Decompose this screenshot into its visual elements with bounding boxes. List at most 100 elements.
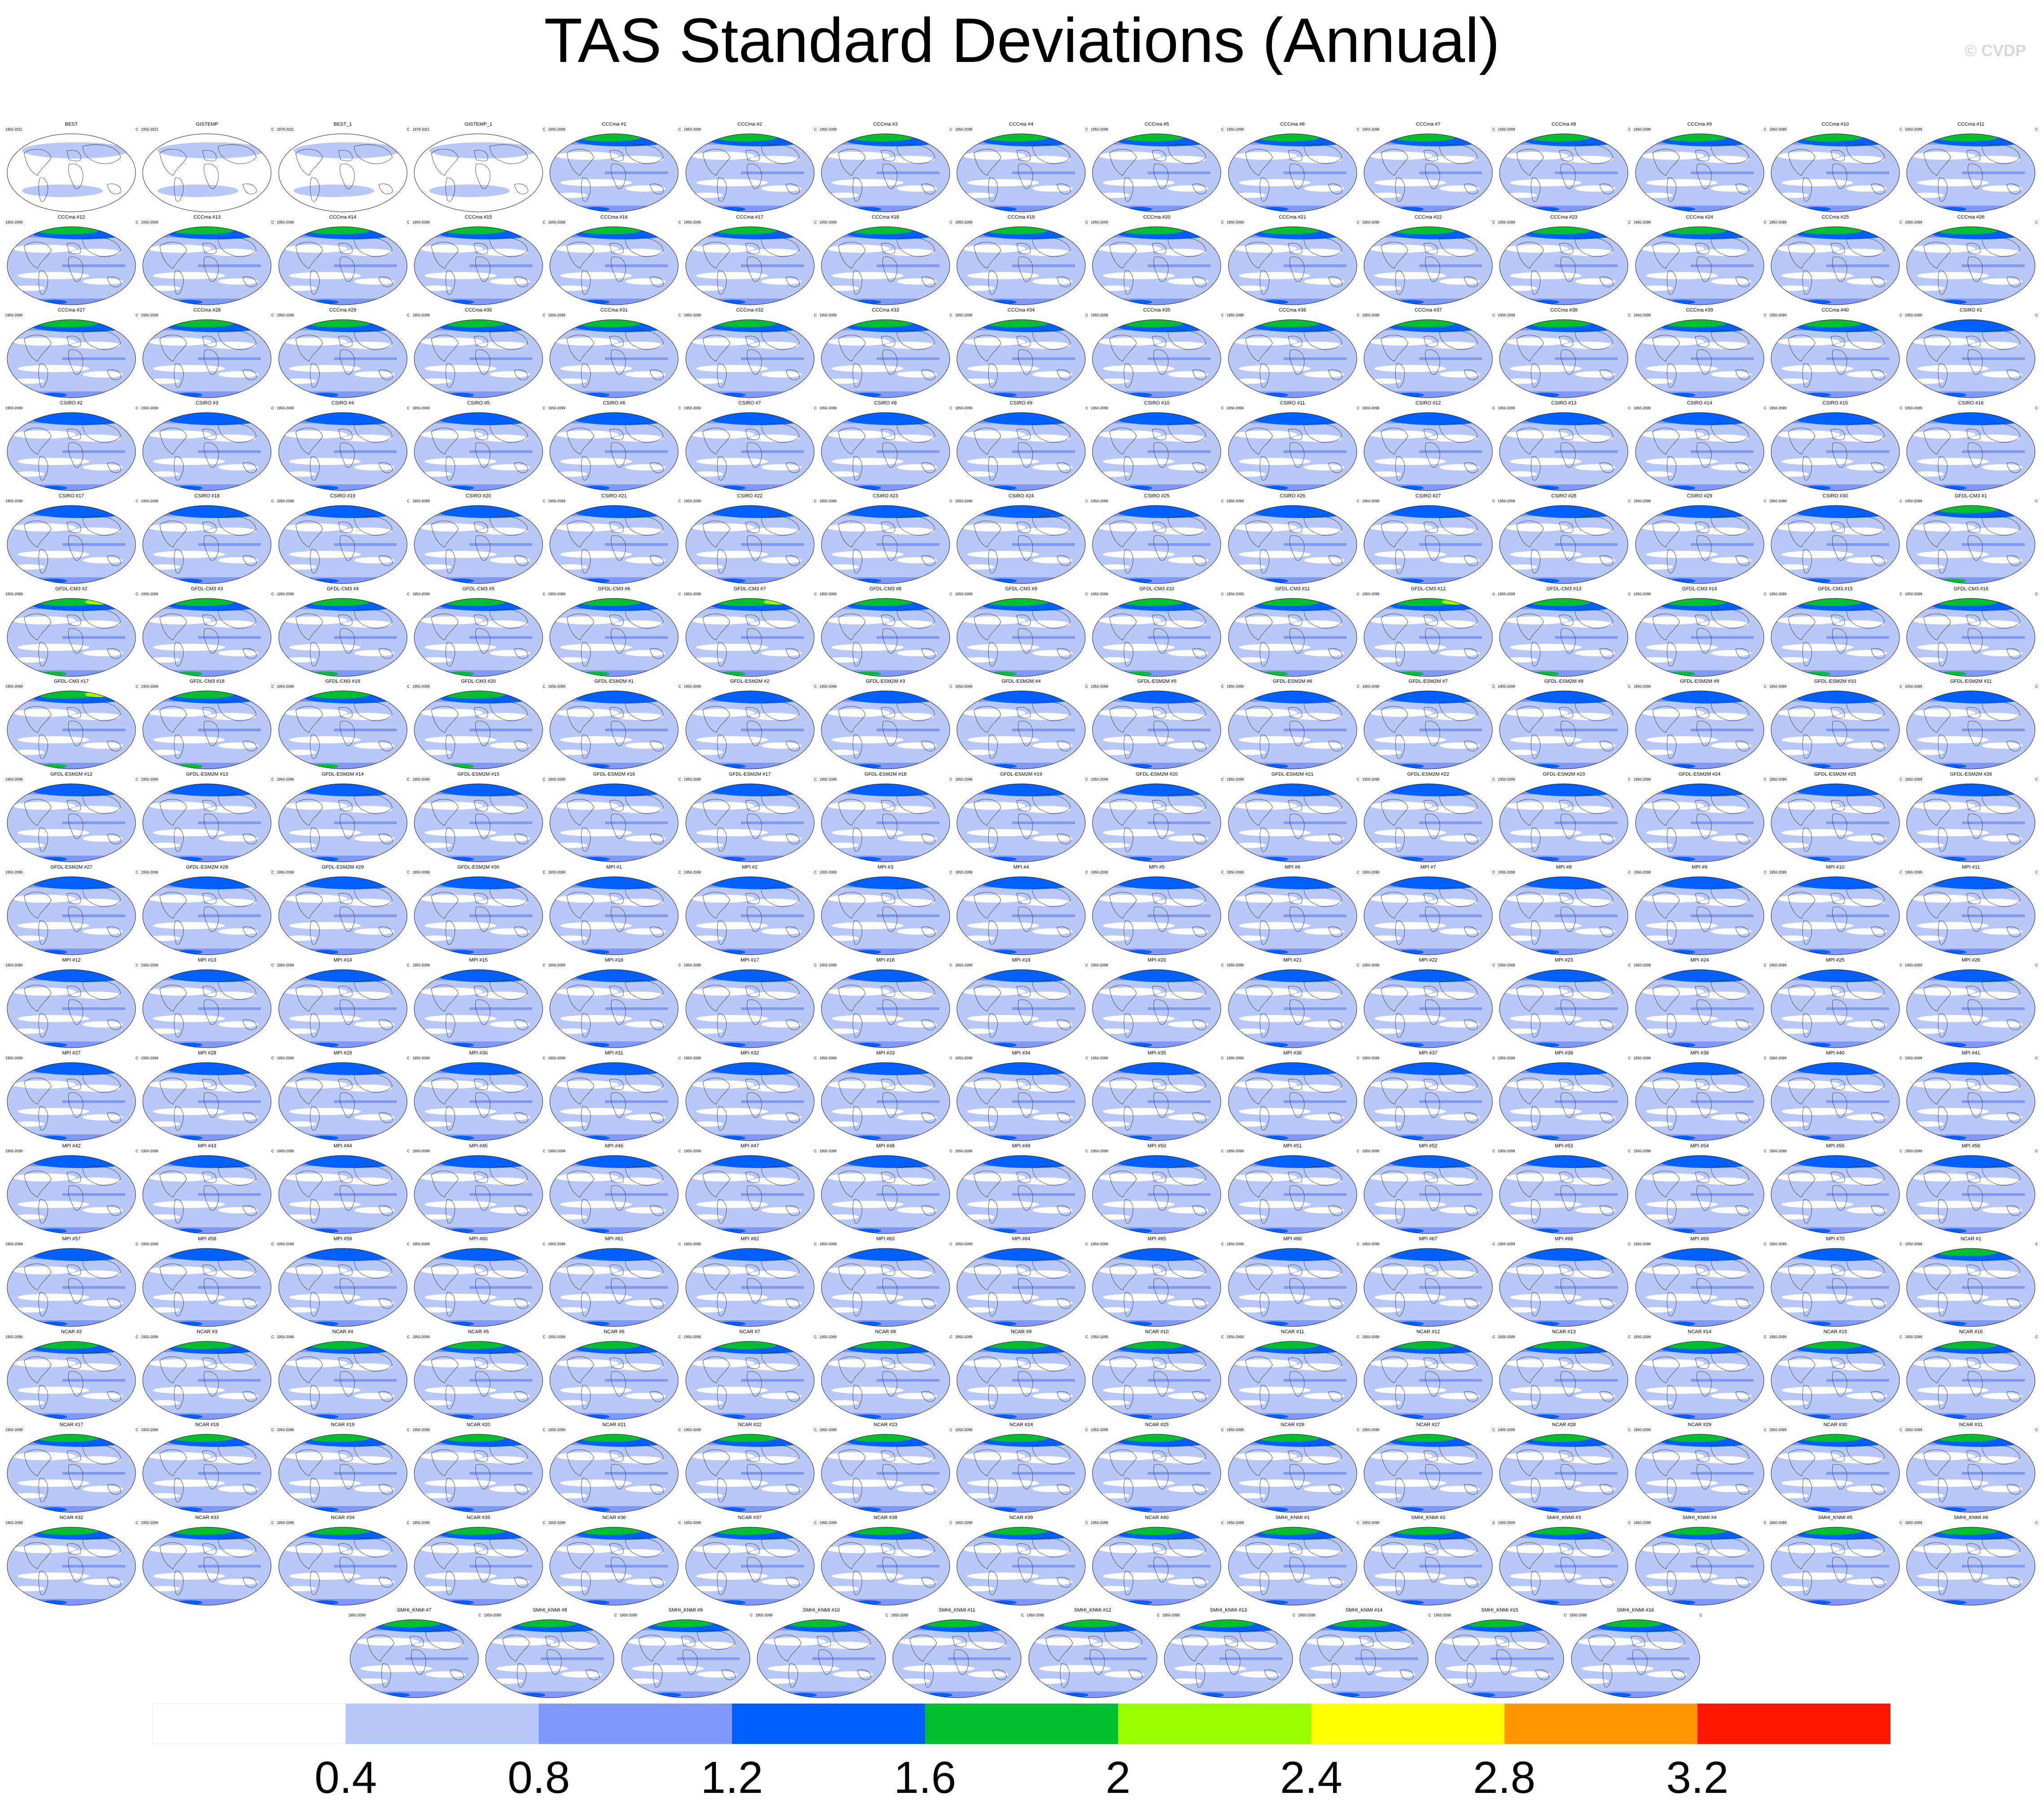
enso-band [1283, 1379, 1347, 1382]
world-map [7, 1341, 136, 1420]
low-variability-band [83, 1392, 123, 1399]
map-panel: MPI #59 1950-2099 C [275, 1236, 411, 1328]
low-variability-band [424, 550, 496, 558]
enso-band [1419, 171, 1482, 174]
enso-band [1419, 357, 1482, 360]
low-variability-band [560, 1200, 632, 1208]
world-map [1771, 783, 1900, 862]
low-variability-band [1303, 1114, 1344, 1120]
continent-outline [218, 330, 257, 350]
low-variability-band [153, 1479, 225, 1487]
low-variability-band [354, 928, 395, 935]
continent-outline [896, 237, 935, 257]
low-variability-band [1234, 378, 1266, 384]
panel-title: MPI #30 [469, 1050, 488, 1056]
panel-title: MPI #42 [62, 1143, 81, 1149]
antarctic-variability [1532, 299, 1560, 304]
enso-band [1012, 729, 1075, 732]
low-variability-band [1168, 928, 1209, 935]
continent-outline [1167, 144, 1206, 164]
antarctic-variability [40, 485, 67, 490]
arctic-variability [1794, 970, 1894, 983]
world-map [1499, 412, 1628, 491]
low-variability-band [284, 1080, 347, 1089]
antarctic-variability [990, 485, 1017, 490]
panel-years: 1950-2099 [684, 220, 701, 224]
low-variability-band [289, 1015, 361, 1023]
arctic-variability [1930, 691, 2030, 704]
world-map [278, 969, 408, 1048]
low-variability-band [1917, 1386, 1989, 1394]
low-variability-band [1711, 835, 1751, 842]
continent-outline [1788, 242, 1816, 269]
low-variability-band [1505, 1173, 1569, 1181]
world-map [142, 969, 272, 1048]
map-border [1906, 133, 2035, 212]
low-variability-band [1917, 1293, 1989, 1301]
low-variability-band [696, 922, 768, 930]
world-map [278, 505, 408, 584]
panel-years: 1950-2099 [412, 1056, 430, 1060]
low-variability-band [1846, 557, 1887, 563]
enso-band [741, 1286, 804, 1289]
low-variability-band [424, 1293, 496, 1301]
panel-unit: C [271, 220, 274, 224]
low-variability-band [1439, 742, 1480, 749]
arctic-variability [574, 412, 673, 425]
panel-years: 1950-2099 [1905, 1335, 1922, 1339]
panel-years: 1950-2099 [1633, 127, 1651, 132]
panel-title: MPI #44 [333, 1143, 352, 1149]
panel-years: 1950-2099 [548, 313, 566, 317]
low-variability-band [1505, 616, 1569, 624]
continent-outline [1516, 242, 1544, 269]
panel-title: CCCma #25 [1821, 214, 1849, 220]
antarctic-variability [447, 950, 474, 955]
panel-years: 1950-2099 [1226, 777, 1244, 782]
map-panel: CCCma #40 1950-2099 C [1768, 307, 1903, 400]
world-map [1228, 319, 1357, 398]
panel-title: MPI #26 [1961, 957, 1980, 963]
low-variability-band [1645, 457, 1718, 465]
panel-unit: C [271, 313, 274, 317]
world-map [821, 226, 950, 305]
low-variability-band [1641, 337, 1704, 346]
continent-outline [82, 144, 121, 164]
map-panel: CSIRO #29 1950-2099 C [1632, 493, 1768, 585]
continent-outline [1192, 277, 1206, 287]
enso-band [333, 543, 397, 546]
antarctic-variability [1397, 1136, 1424, 1140]
world-map [1906, 876, 2035, 955]
low-variability-band [289, 736, 361, 744]
world-map [1771, 412, 1900, 491]
continent-outline [1124, 177, 1134, 202]
low-variability-band [1575, 464, 1616, 470]
low-variability-band [153, 1386, 225, 1394]
continent-outline [761, 144, 799, 164]
continent-outline [702, 149, 730, 176]
panel-title: MPI #55 [1826, 1143, 1845, 1149]
low-variability-band [1575, 371, 1616, 378]
map-panel: MPI #24 1950-2099 C [1632, 957, 1768, 1050]
antarctic-variability [1397, 1228, 1424, 1233]
enso-band [469, 543, 532, 546]
panel-title: CSIRO #10 [1144, 400, 1170, 406]
low-variability-band [83, 835, 123, 842]
low-variability-band [556, 1359, 619, 1367]
panel-unit: C [271, 777, 274, 782]
enso-band [1962, 636, 2025, 639]
low-variability-band [1234, 152, 1297, 160]
low-variability-band [1982, 1114, 2023, 1120]
map-panel: GFDL-CM3 #13 1950-2099 C [1496, 586, 1632, 678]
continent-outline [1923, 334, 1951, 362]
map-border [685, 319, 814, 398]
map-border [549, 226, 679, 305]
panel-title: MPI #52 [1419, 1143, 1438, 1149]
world-map [1092, 598, 1221, 676]
continent-outline [852, 363, 862, 388]
continent-outline [1531, 177, 1541, 202]
low-variability-band [289, 1200, 361, 1208]
panel-years: 1950-2099 [1498, 313, 1515, 317]
antarctic-variability [583, 1043, 610, 1048]
enso-band [1826, 1379, 1889, 1382]
low-variability-band [218, 371, 259, 378]
